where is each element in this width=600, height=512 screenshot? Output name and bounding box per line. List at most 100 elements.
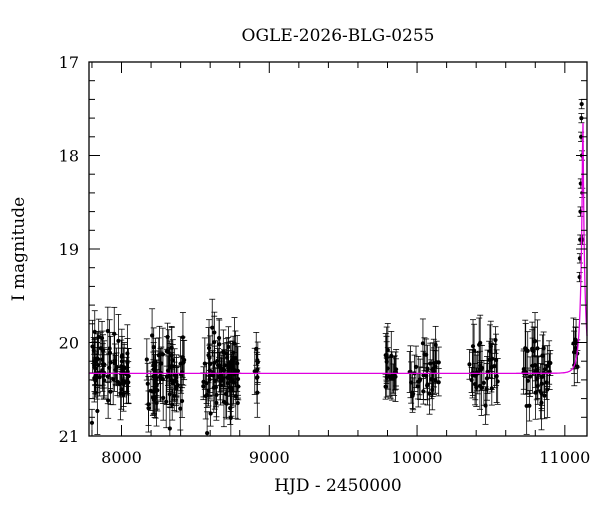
data-point [171, 361, 178, 400]
point-marker [493, 337, 498, 343]
point-marker [495, 379, 500, 384]
point-marker [121, 382, 126, 387]
data-point [203, 381, 210, 408]
data-point [435, 368, 442, 397]
data-point [487, 320, 494, 373]
point-marker [217, 374, 223, 379]
point-marker [571, 341, 576, 346]
x-axis-label: HJD - 2450000 [274, 476, 402, 496]
data-point [534, 340, 541, 399]
data-point [125, 348, 132, 405]
data-point [527, 356, 534, 397]
point-marker [217, 342, 222, 347]
point-marker [433, 378, 438, 383]
point-marker [478, 363, 483, 368]
point-marker [212, 340, 217, 345]
data-point [578, 99, 585, 110]
data-point [427, 342, 434, 385]
point-marker [478, 340, 483, 345]
point-marker [481, 380, 486, 385]
point-marker [542, 393, 547, 398]
point-marker [539, 391, 544, 396]
x-axis: 8000 9000 10000 11000 [91, 62, 590, 467]
point-marker [420, 341, 426, 346]
point-marker [494, 374, 499, 379]
data-point [478, 360, 485, 416]
point-marker [172, 378, 177, 383]
point-marker [232, 341, 237, 346]
point-marker [579, 101, 584, 107]
point-marker [479, 385, 484, 391]
data-point [149, 308, 156, 363]
point-marker [126, 374, 131, 379]
point-marker [212, 360, 217, 365]
data-point [480, 360, 487, 406]
data-point [216, 319, 223, 369]
point-marker [144, 357, 149, 362]
y-axis: 17 18 19 20 21 [59, 53, 587, 446]
data-point [383, 357, 390, 398]
point-marker [228, 415, 233, 420]
point-marker [90, 344, 95, 349]
point-marker [100, 362, 105, 367]
data-point [423, 338, 430, 371]
data-point [168, 352, 175, 409]
point-marker [151, 345, 156, 350]
data-point [121, 342, 128, 393]
data-point [538, 377, 545, 409]
x-tick-label: 8000 [101, 448, 142, 467]
data-point [92, 358, 99, 393]
data-point [173, 357, 180, 398]
x-tick-label: 9000 [249, 448, 290, 467]
point-marker [255, 367, 260, 372]
data-point [166, 340, 173, 393]
point-marker [105, 328, 110, 334]
point-marker [153, 363, 158, 368]
point-marker [523, 346, 528, 351]
data-point [216, 351, 223, 401]
data-point [413, 345, 420, 389]
data-point [157, 353, 164, 403]
point-marker [433, 364, 438, 369]
data-point [220, 376, 227, 428]
data-point [179, 384, 186, 418]
data-point [164, 322, 171, 352]
point-marker [528, 374, 533, 379]
data-point [222, 370, 229, 418]
point-marker [469, 377, 474, 383]
data-point [177, 386, 184, 431]
model-curve [89, 122, 588, 375]
point-marker [201, 384, 206, 389]
data-point [483, 356, 490, 401]
y-tick-label: 17 [59, 53, 79, 72]
point-marker [89, 420, 95, 425]
x-tick-label: 11000 [539, 448, 590, 467]
point-marker [230, 357, 235, 363]
point-marker [384, 375, 389, 380]
point-marker [573, 345, 578, 351]
point-marker [385, 347, 390, 353]
data-point [473, 367, 480, 407]
point-marker [223, 391, 228, 397]
data-point [435, 346, 442, 379]
point-marker [111, 377, 116, 382]
point-marker [178, 406, 183, 411]
point-marker [167, 426, 172, 431]
data-point [209, 298, 216, 357]
data-point [491, 344, 498, 389]
point-marker [254, 346, 259, 351]
point-marker [542, 367, 547, 372]
point-marker [410, 390, 415, 395]
data-point [210, 361, 217, 389]
data-point [115, 314, 122, 368]
data-point [144, 362, 151, 405]
point-marker [225, 381, 230, 386]
point-marker [219, 366, 224, 371]
point-marker [233, 394, 238, 399]
point-marker [95, 408, 100, 414]
point-marker [121, 365, 127, 370]
data-point [104, 306, 111, 356]
data-point [522, 319, 529, 377]
data-point [253, 351, 260, 404]
x-tick-label: 10000 [392, 448, 443, 467]
